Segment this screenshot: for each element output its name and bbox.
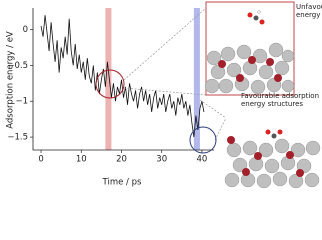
highlight-band: [193, 8, 200, 150]
x-axis-label: Time / ps: [102, 178, 142, 188]
inset-favourable: [199, 99, 322, 189]
annotation: energy structures: [241, 100, 303, 108]
y-tick-label: −0.5: [7, 61, 28, 71]
annotation: Favourable adsorption: [241, 92, 319, 100]
inset-unfavourable: [123, 1, 295, 96]
y-axis-label: Adsorption energy / eV: [6, 31, 16, 129]
y-tick-label: −1: [15, 97, 28, 107]
annotation: energy structures: [296, 11, 322, 19]
callout-circle: [95, 69, 125, 99]
y-tick-label: 0: [23, 25, 28, 35]
annotation: Unfavourable adsorption: [296, 3, 322, 11]
highlight-band: [105, 8, 112, 150]
series-line: [40, 15, 205, 138]
x-tick-label: 20: [116, 155, 127, 165]
x-tick-label: 0: [38, 155, 43, 165]
y-tick-label: −1.5: [7, 133, 28, 143]
callout-circle: [189, 126, 217, 154]
x-tick-label: 40: [197, 155, 208, 165]
chart: Adsorption energy / eV Time / ps 0 −0.5 −1…: [6, 1, 322, 189]
x-tick-label: 10: [76, 155, 87, 165]
axes-frame: [32, 8, 214, 151]
x-tick-label: 30: [156, 155, 167, 165]
